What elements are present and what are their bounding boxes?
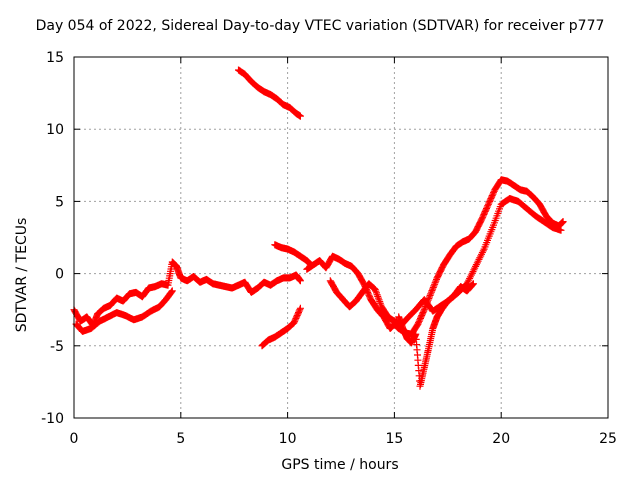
y-tick-label: 5 [55,194,64,210]
y-tick-label: 10 [46,122,64,138]
data-point [168,288,176,296]
data-points [70,66,567,390]
data-point [429,285,437,293]
data-point [466,275,474,282]
data-point [470,266,478,274]
y-tick-label: 15 [46,50,64,66]
x-tick-label: 15 [385,431,403,447]
data-point [478,249,486,256]
plot-frame [73,56,609,419]
data-point [468,269,476,277]
x-tick-label: 10 [279,431,297,447]
data-point [557,226,565,234]
axis-ticks: 0 5 10 15 20 25 -10 -5 0 5 10 15 [41,50,617,447]
data-point [372,287,380,295]
x-tick-label: 0 [70,431,79,447]
data-point [430,282,438,290]
series-rising-trail [258,304,304,350]
series-drop-segment [271,241,315,269]
series-mid-afternoon [303,176,567,338]
y-tick-label: -5 [50,339,64,355]
x-tick-label: 20 [492,431,510,447]
x-tick-label: 5 [176,431,185,447]
data-point [296,112,304,120]
grid-lines [74,57,608,418]
data-point [296,304,304,312]
data-point [471,264,479,272]
data-point [479,247,487,255]
data-point [427,290,435,298]
y-tick-label: 0 [55,267,64,283]
data-point [432,277,440,285]
data-point [559,218,567,226]
data-point [473,259,481,267]
series-lower-early [72,287,176,335]
data-point [477,252,485,260]
data-point [425,293,433,301]
data-point [472,261,480,269]
y-axis-label: SDTVAR / TECUs [14,217,30,333]
data-point [467,271,475,279]
series-high-arc [235,66,304,120]
data-point [296,277,304,285]
data-point [374,292,382,300]
chart-title: Day 054 of 2022, Sidereal Day-to-day VTE… [35,18,605,34]
series-main [70,258,304,330]
x-axis-label: GPS time / hours [281,457,399,473]
data-point [375,296,383,304]
data-point [476,254,484,262]
x-tick-label: 25 [599,431,617,447]
data-point [463,280,471,288]
data-point [469,280,477,288]
series-dip [395,280,477,390]
data-point [168,287,176,295]
y-tick-label: -10 [41,411,64,427]
data-point [465,276,473,284]
data-point [475,255,483,263]
